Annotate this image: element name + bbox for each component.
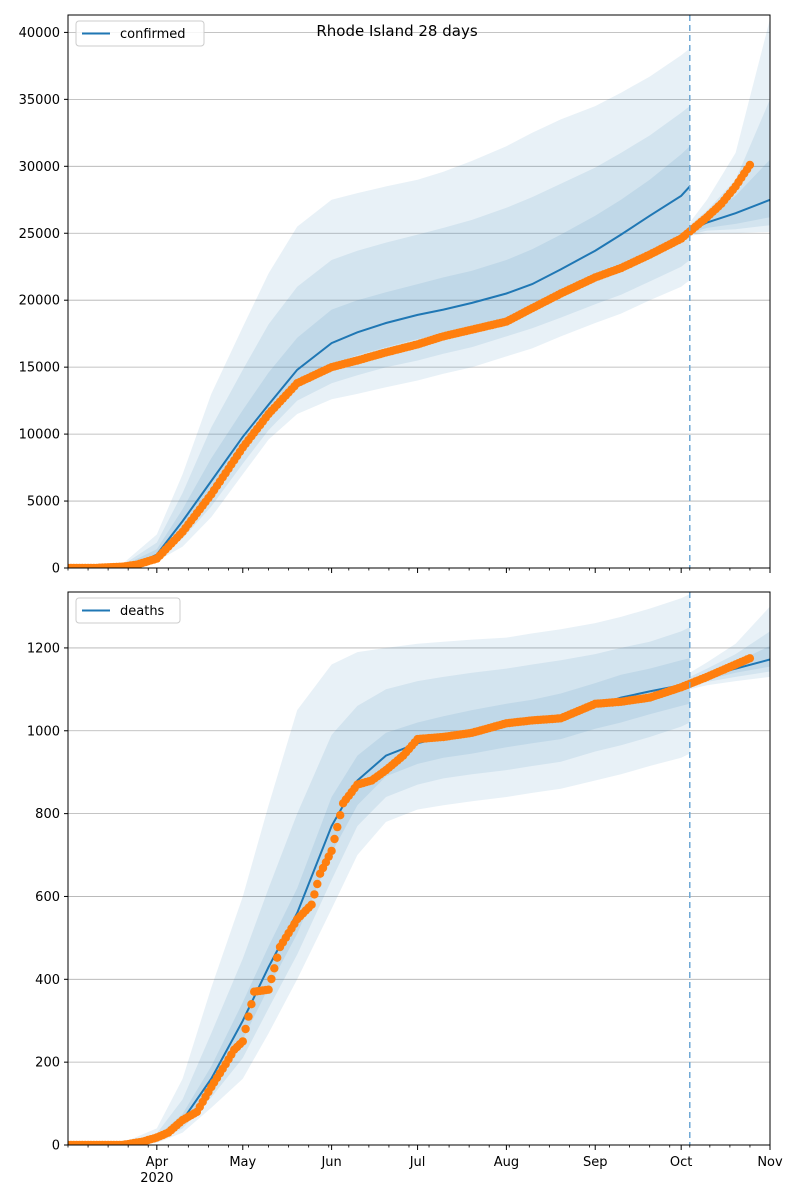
y-axis: 0 5000 10000 15000 20000 25000 30000 35000 40000 xyxy=(19,26,68,577)
figure-title: Rhode Island 28 days xyxy=(316,22,477,40)
observed-point xyxy=(238,1037,247,1046)
observed-point xyxy=(333,822,342,832)
observed-point xyxy=(313,879,322,889)
legend-label: confirmed xyxy=(120,27,186,42)
x-axis xyxy=(67,568,771,573)
x-year-label: 2020 xyxy=(140,1171,173,1186)
legend-box xyxy=(75,20,205,47)
observed-points xyxy=(68,160,755,568)
x-tick-label: May xyxy=(229,1155,256,1170)
observed-points xyxy=(68,654,755,1145)
legend: deaths xyxy=(75,597,181,624)
x-tick-label: Aug xyxy=(494,1155,519,1170)
y-tick-label: 1000 xyxy=(27,724,60,739)
legend-label: deaths xyxy=(120,604,165,619)
forecast-band xyxy=(689,19,770,236)
confidence-band xyxy=(68,658,690,1145)
confidence-band xyxy=(68,594,690,1145)
x-tick-label: Sep xyxy=(583,1155,608,1170)
y-grid xyxy=(68,647,770,1146)
observed-point xyxy=(241,1024,250,1034)
observed-point xyxy=(745,654,755,663)
forecast-band xyxy=(689,606,770,690)
x-tick-label: Jul xyxy=(409,1155,426,1170)
y-tick-label: 800 xyxy=(35,807,60,822)
observed-point xyxy=(327,846,336,856)
y-tick-label: 30000 xyxy=(19,160,60,175)
y-tick-label: 15000 xyxy=(19,361,60,376)
observed-point xyxy=(310,890,319,899)
legend-box xyxy=(75,597,181,624)
confidence-band xyxy=(68,48,690,568)
x-tick-label: Jun xyxy=(320,1155,341,1170)
observed-point xyxy=(330,834,339,844)
y-tick-label: 0 xyxy=(52,562,60,577)
forecast-band xyxy=(689,99,770,235)
legend: confirmed xyxy=(75,20,205,47)
observed-point xyxy=(247,1000,256,1009)
observed-point xyxy=(270,964,279,973)
observed-point xyxy=(273,953,282,962)
deaths-panel: 0 200 400 600 800 1000 1200 Apr May Jun Jul Aug Sep O… xyxy=(27,591,783,1186)
y-tick-label: 5000 xyxy=(27,495,60,510)
observed-point xyxy=(267,974,276,984)
axes-frame xyxy=(67,591,771,1146)
confirmed-panel: 0 5000 10000 15000 20000 25000 30000 35000 40000… xyxy=(19,14,771,577)
plot-area xyxy=(68,594,770,1145)
observed-point xyxy=(336,811,345,820)
plot-area xyxy=(68,19,770,568)
y-tick-label: 10000 xyxy=(19,428,60,443)
x-tick-label: Nov xyxy=(757,1155,783,1170)
y-tick-label: 1200 xyxy=(27,641,60,656)
y-tick-label: 40000 xyxy=(19,26,60,41)
y-tick-label: 35000 xyxy=(19,93,60,108)
confidence-band xyxy=(68,627,690,1145)
observed-point xyxy=(745,160,755,170)
axes-frame xyxy=(67,14,771,569)
y-tick-label: 25000 xyxy=(19,227,60,242)
y-tick-label: 600 xyxy=(35,890,60,905)
y-tick-label: 400 xyxy=(35,973,60,988)
y-axis: 0 200 400 600 800 1000 1200 xyxy=(27,641,68,1154)
confidence-band xyxy=(68,106,690,568)
observed-point xyxy=(264,985,273,994)
observed-point xyxy=(244,1012,253,1021)
x-tick-label: Apr xyxy=(146,1155,169,1170)
observed-point xyxy=(307,900,316,909)
y-tick-label: 20000 xyxy=(19,294,60,309)
x-tick-label: Oct xyxy=(670,1155,692,1170)
x-axis: Apr May Jun Jul Aug Sep Oct Nov 2020 xyxy=(67,1145,783,1186)
y-tick-label: 0 xyxy=(52,1139,60,1154)
y-tick-label: 200 xyxy=(35,1056,60,1071)
